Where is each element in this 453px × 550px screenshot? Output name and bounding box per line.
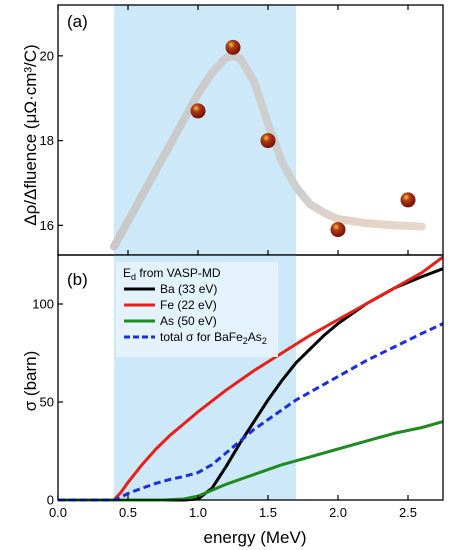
y-tick-label-a-0: 16 xyxy=(40,218,54,233)
data-points xyxy=(190,39,416,238)
series-line-2 xyxy=(58,255,444,502)
guide-curve xyxy=(110,51,426,251)
panel-a: 16 18 20 (a) xyxy=(40,4,444,256)
x-tick-label-2: 1.0 xyxy=(189,505,207,520)
legend-label-4: total σ for BaFe2As2 xyxy=(160,330,267,346)
x-tick-label-3: 1.5 xyxy=(259,505,277,520)
legend-title: Ed from VASP-MD xyxy=(123,266,221,282)
y-axis-title-b: σ (barn) xyxy=(21,351,40,412)
data-point-4 xyxy=(330,222,346,238)
x-tick-label-1: 0.5 xyxy=(119,505,137,520)
y-tick-label-b-0: 0 xyxy=(47,493,54,508)
legend: Ed from VASP-MD Ba (33 eV) Fe (22 eV) As (… xyxy=(116,262,278,357)
legend-label-1: Ba (33 eV) xyxy=(160,282,217,296)
x-axis-title: energy (MeV) xyxy=(204,528,307,547)
y-tick-label-a-2: 20 xyxy=(40,48,54,63)
y-tick-label-b-1: 50 xyxy=(40,395,54,410)
panel-label-b: (b) xyxy=(67,270,88,289)
series-line-4 xyxy=(58,322,444,502)
series-line-3 xyxy=(58,420,444,502)
panel-label-a: (a) xyxy=(67,12,88,31)
ticks-b: 0.0 0.5 1.0 1.5 2.0 2.5 0 50 100 xyxy=(32,297,417,521)
legend-items: Ba (33 eV) Fe (22 eV) As (50 eV) total σ fo… xyxy=(124,282,267,346)
energy-band xyxy=(114,5,296,255)
y-tick-label-b-2: 100 xyxy=(32,297,54,312)
y-axis-title-a: Δρ/Δfluence (μΩ·cm³/C) xyxy=(21,44,40,225)
guide-line xyxy=(110,51,426,251)
legend-label-3: As (50 eV) xyxy=(160,314,217,328)
highlight-band-a xyxy=(114,5,296,255)
x-tick-label-0: 0.0 xyxy=(49,505,67,520)
ticks-a: 16 18 20 xyxy=(40,5,409,255)
x-tick-label-4: 2.0 xyxy=(329,505,347,520)
panel-b: 0.0 0.5 1.0 1.5 2.0 2.5 0 50 100 (b) Ed from VAS… xyxy=(32,254,444,521)
axes-b xyxy=(57,254,444,501)
data-point-5 xyxy=(400,192,416,208)
data-point-1 xyxy=(190,103,206,119)
x-tick-label-5: 2.5 xyxy=(399,505,417,520)
frame-b xyxy=(57,254,444,501)
legend-label-2: Fe (22 eV) xyxy=(160,298,217,312)
series-lines xyxy=(58,255,444,502)
y-tick-label-a-1: 18 xyxy=(40,133,54,148)
legend-box xyxy=(116,262,278,357)
data-point-2 xyxy=(225,39,241,55)
data-point-3 xyxy=(260,133,276,149)
